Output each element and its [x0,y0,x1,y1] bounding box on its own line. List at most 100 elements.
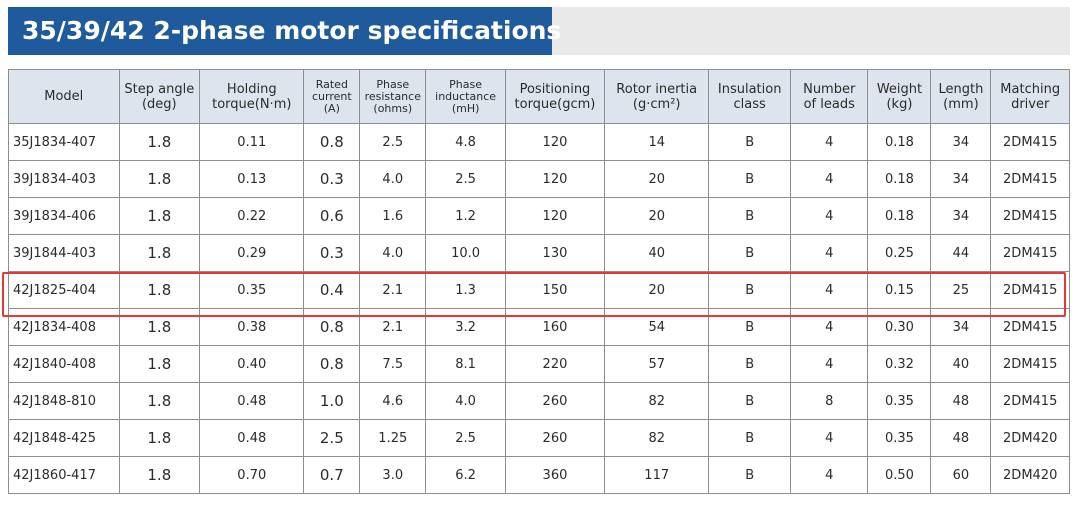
cell-insulation-class: B [708,308,791,346]
cell-rotor-inertia: 117 [604,456,710,494]
cell-rotor-inertia: 20 [604,160,710,198]
cell-positioning-torque: 120 [504,160,606,198]
column-header-weight: Weight (kg) [867,69,932,124]
table-row: 39J1834-406 1.8 0.22 0.6 1.6 1.2 120 20 B 4 0.18 34… [8,197,1070,235]
column-header-line: torque(N·m) [212,96,292,112]
cell-phase-resistance: 4.6 [359,382,427,420]
cell-positioning-torque: 160 [504,308,606,346]
cell-insulation-class: B [708,456,791,494]
cell-step-angle: 1.8 [118,345,201,383]
cell-weight: 0.18 [867,123,932,161]
cell-matching-driver: 2DM415 [990,123,1070,161]
cell-step-angle: 1.8 [118,234,201,272]
cell-model: 35J1834-407 [8,123,120,161]
table-row-highlighted: 42J1825-404 1.8 0.35 0.4 2.1 1.3 150 20 B 4 0.15 25… [8,271,1070,309]
cell-length: 34 [930,123,992,161]
column-header-line: Model [44,89,84,104]
column-header-line: Insulation [717,81,782,97]
cell-length: 25 [930,271,992,309]
cell-model: 42J1834-408 [8,308,120,346]
cell-positioning-torque: 130 [504,234,606,272]
column-header-rotor-inertia: Rotor inertia (g·cm²) [604,69,710,124]
cell-rotor-inertia: 20 [604,197,710,235]
cell-number-of-leads: 8 [789,382,869,420]
column-header-line: current [311,89,352,103]
cell-phase-resistance: 2.1 [359,271,427,309]
cell-holding-torque: 0.48 [199,419,305,457]
cell-weight: 0.18 [867,197,932,235]
cell-phase-resistance: 1.25 [359,419,427,457]
column-header-line: (g·cm²) [632,96,681,112]
cell-phase-resistance: 7.5 [359,345,427,383]
cell-length: 34 [930,160,992,198]
cell-phase-inductance: 2.5 [425,419,506,457]
column-header-line: (kg) [886,96,913,112]
cell-model: 42J1840-408 [8,345,120,383]
cell-step-angle: 1.8 [118,160,201,198]
cell-insulation-class: B [708,123,791,161]
cell-number-of-leads: 4 [789,234,869,272]
cell-phase-inductance: 2.5 [425,160,506,198]
column-header-model: Model [8,69,120,124]
cell-insulation-class: B [708,197,791,235]
cell-phase-resistance: 3.0 [359,456,427,494]
cell-holding-torque: 0.11 [199,123,305,161]
cell-number-of-leads: 4 [789,123,869,161]
column-header-line: Holding [226,81,277,97]
column-header-line: Rotor inertia [616,81,698,97]
cell-phase-inductance: 10.0 [425,234,506,272]
table-row: 42J1860-417 1.8 0.70 0.7 3.0 6.2 360 117 B 4 0.50 6… [8,456,1070,494]
table-row: 42J1848-810 1.8 0.48 1.0 4.6 4.0 260 82 B 8 0.35 48… [8,382,1070,420]
cell-phase-inductance: 1.2 [425,197,506,235]
cell-phase-resistance: 2.1 [359,308,427,346]
cell-holding-torque: 0.29 [199,234,305,272]
cell-rotor-inertia: 82 [604,419,710,457]
column-header-length: Length (mm) [930,69,992,124]
column-header-line: Phase [376,77,410,91]
column-header-line: Rated [315,77,348,91]
column-header-line: (mm) [943,96,979,112]
page-title: 35/39/42 2-phase motor specifications [8,7,561,55]
table-row: 39J1844-403 1.8 0.29 0.3 4.0 10.0 130 40 B 4 0.25 4… [8,234,1070,272]
cell-rated-current: 0.7 [303,456,361,494]
cell-phase-inductance: 1.3 [425,271,506,309]
cell-phase-resistance: 1.6 [359,197,427,235]
cell-positioning-torque: 220 [504,345,606,383]
cell-phase-resistance: 4.0 [359,234,427,272]
column-header-line: Phase [449,77,483,91]
column-header-line: Positioning [519,81,591,97]
cell-number-of-leads: 4 [789,197,869,235]
column-header-holding-torque: Holding torque(N·m) [199,69,305,124]
cell-insulation-class: B [708,382,791,420]
column-header-line: (deg) [141,96,177,112]
cell-weight: 0.18 [867,160,932,198]
column-header-matching-driver: Matching driver [990,69,1070,124]
cell-matching-driver: 2DM415 [990,234,1070,272]
cell-length: 44 [930,234,992,272]
table-row: 42J1848-425 1.8 0.48 2.5 1.25 2.5 260 82 B 4 0.35 4… [8,419,1070,457]
column-header-step-angle: Step angle (deg) [118,69,201,124]
cell-positioning-torque: 150 [504,271,606,309]
header-row: Model Step angle (deg) Holding torque(N·m) Ra… [8,69,1070,124]
cell-step-angle: 1.8 [118,419,201,457]
cell-weight: 0.35 [867,382,932,420]
cell-holding-torque: 0.35 [199,271,305,309]
cell-model: 42J1825-404 [8,271,120,309]
table-body: 35J1834-407 1.8 0.11 0.8 2.5 4.8 120 14 B 4 0.18 34… [8,123,1070,494]
cell-step-angle: 1.8 [118,382,201,420]
cell-phase-inductance: 8.1 [425,345,506,383]
cell-rotor-inertia: 20 [604,271,710,309]
cell-holding-torque: 0.48 [199,382,305,420]
cell-holding-torque: 0.22 [199,197,305,235]
cell-number-of-leads: 4 [789,308,869,346]
cell-weight: 0.35 [867,419,932,457]
cell-rated-current: 0.3 [303,160,361,198]
cell-phase-inductance: 6.2 [425,456,506,494]
spec-table: Model Step angle (deg) Holding torque(N·m) Ra… [8,69,1070,494]
column-header-line: (mH) [451,101,480,115]
cell-positioning-torque: 120 [504,123,606,161]
cell-length: 40 [930,345,992,383]
cell-step-angle: 1.8 [118,271,201,309]
cell-matching-driver: 2DM415 [990,382,1070,420]
cell-matching-driver: 2DM415 [990,308,1070,346]
